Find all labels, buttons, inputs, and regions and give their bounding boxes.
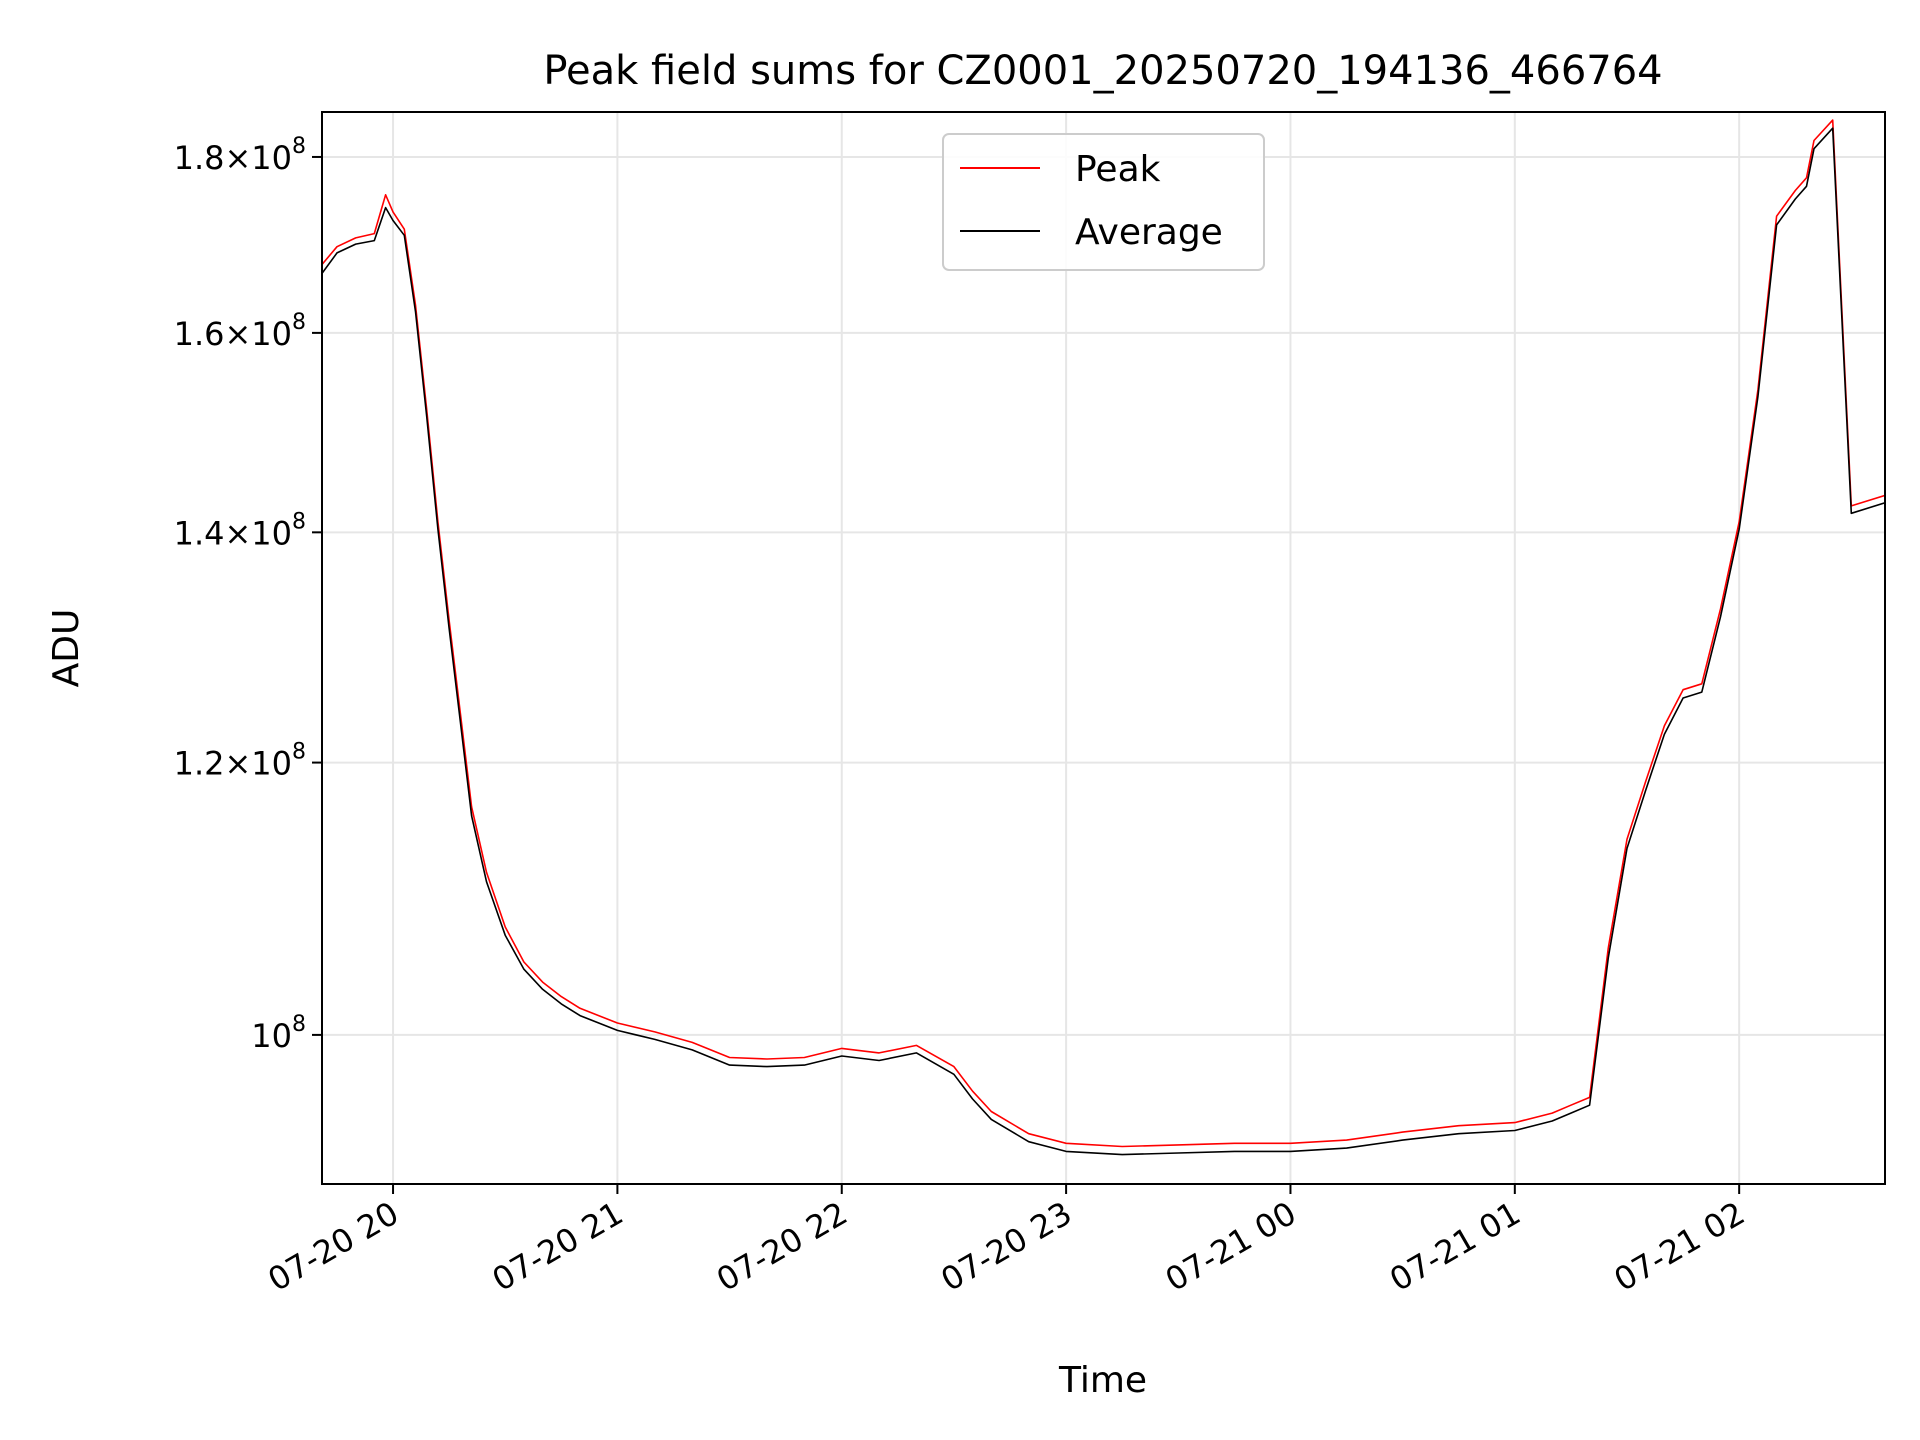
- series-line-peak: [322, 119, 1885, 1148]
- chart-title: Peak field sums for CZ0001_20250720_1941…: [543, 48, 1662, 94]
- y-axis: 108 1.2×108 1.4×108 1.6×108 1.8×108: [174, 134, 322, 1055]
- series-line-average: [322, 127, 1885, 1156]
- series-layer: [322, 119, 1885, 1156]
- y-tick-label: 1.8×108: [174, 134, 306, 177]
- legend-label-average: Average: [1075, 212, 1223, 253]
- plot-frame: [321, 111, 1886, 1185]
- y-axis-label: ADU: [46, 609, 87, 688]
- y-tick-label: 1.4×108: [174, 509, 306, 552]
- grid: [322, 112, 1885, 1184]
- legend: Peak Average: [942, 133, 1265, 271]
- legend-label-peak: Peak: [1075, 149, 1161, 190]
- y-tick-label: 1.6×108: [174, 310, 306, 353]
- y-tick-label: 1.2×108: [174, 740, 306, 783]
- x-axis-label: Time: [1058, 1360, 1147, 1401]
- y-tick-label: 108: [251, 1012, 306, 1055]
